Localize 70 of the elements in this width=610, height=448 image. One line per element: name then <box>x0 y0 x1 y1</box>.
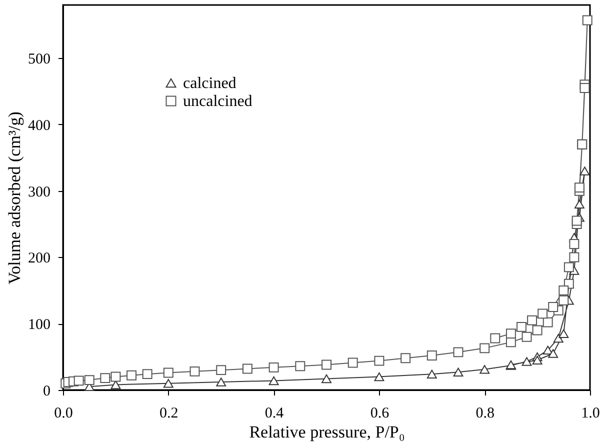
point <box>426 350 437 360</box>
point <box>574 182 584 193</box>
point <box>548 302 558 312</box>
x-tick-label: 0.8 <box>476 406 494 422</box>
point <box>580 83 590 93</box>
point <box>580 166 590 176</box>
point <box>216 365 226 376</box>
point <box>572 216 582 226</box>
point <box>216 378 226 386</box>
point <box>569 238 580 249</box>
point <box>582 15 592 26</box>
y-tick-label: 500 <box>28 52 50 68</box>
point <box>268 362 279 372</box>
point <box>516 322 526 332</box>
x-tick-label: 0.6 <box>370 406 390 422</box>
point <box>527 315 537 326</box>
x-tick-label: 0.2 <box>160 406 178 422</box>
point <box>480 343 490 354</box>
point <box>532 356 542 364</box>
point <box>100 373 110 384</box>
point <box>426 370 437 378</box>
x-tick-label: 0.4 <box>264 406 284 422</box>
x-axis-title: Relative pressure, P/P₀ <box>249 422 405 442</box>
x-tick-label: 1.0 <box>581 406 600 422</box>
point <box>110 380 121 390</box>
point <box>453 368 464 376</box>
point <box>295 361 306 372</box>
point <box>522 332 532 342</box>
point <box>538 308 548 319</box>
point <box>506 328 516 339</box>
point <box>453 347 464 358</box>
legend-label: uncalcined <box>183 93 252 110</box>
point <box>522 357 532 366</box>
point <box>480 365 490 374</box>
point <box>142 369 152 380</box>
point <box>268 376 279 386</box>
y-tick-label: 400 <box>28 118 50 134</box>
point <box>574 200 584 209</box>
point <box>374 372 384 382</box>
legend-label: calcined <box>183 75 236 92</box>
point <box>322 374 332 384</box>
y-tick-label: 100 <box>28 317 50 334</box>
point <box>569 252 580 262</box>
point <box>564 262 574 272</box>
point <box>558 329 569 338</box>
point <box>532 325 542 336</box>
point <box>126 370 136 380</box>
point <box>74 376 84 386</box>
y-tick-label: 0 <box>43 384 50 400</box>
point <box>322 360 332 370</box>
point <box>542 346 553 355</box>
point <box>163 368 174 378</box>
point <box>163 378 174 388</box>
point <box>558 295 569 306</box>
y-tick-label: 300 <box>28 184 50 200</box>
point <box>490 333 500 344</box>
point <box>548 349 558 358</box>
y-tick-label: 200 <box>28 250 50 267</box>
point <box>84 375 94 386</box>
point <box>190 366 200 376</box>
x-tick-label: 0.0 <box>54 406 73 422</box>
point <box>558 285 569 296</box>
point <box>110 372 121 382</box>
point <box>553 334 564 343</box>
point <box>348 358 358 368</box>
point <box>242 364 252 374</box>
point <box>374 356 384 366</box>
point <box>400 353 411 364</box>
y-axis-title: Volume adsorbed (cm³/g) <box>5 112 24 284</box>
point <box>542 317 553 328</box>
